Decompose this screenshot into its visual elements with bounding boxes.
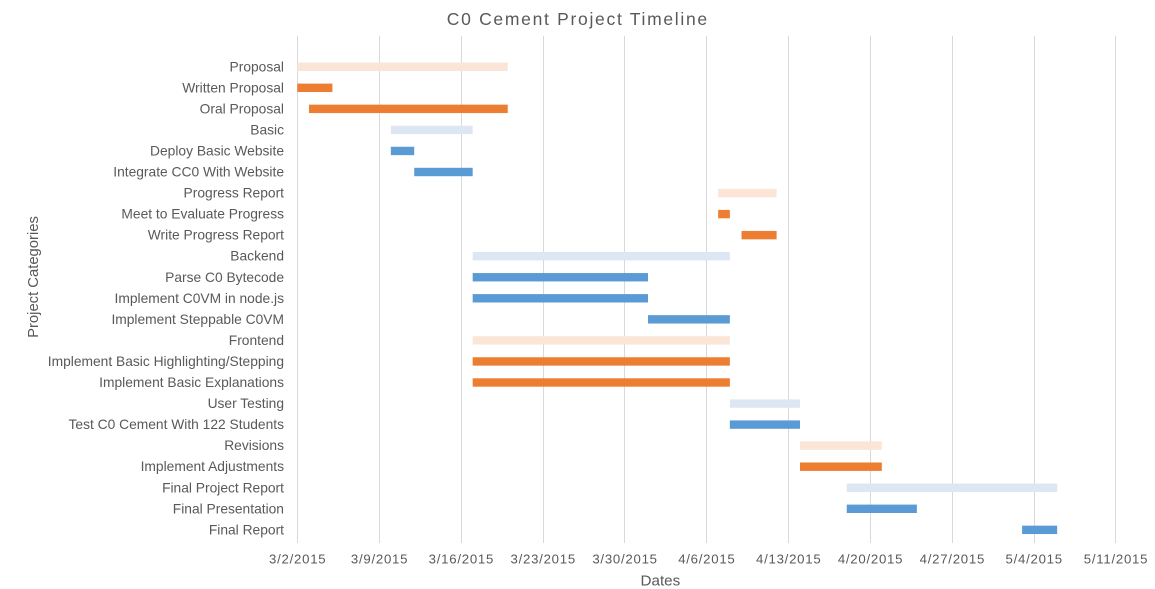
svg-text:5/4/2015: 5/4/2015: [1006, 552, 1063, 567]
svg-text:3/16/2015: 3/16/2015: [429, 552, 494, 567]
svg-text:Frontend: Frontend: [229, 333, 284, 348]
svg-text:Final Project Report: Final Project Report: [162, 480, 284, 495]
svg-text:Meet to Evaluate Progress: Meet to Evaluate Progress: [121, 207, 284, 222]
svg-text:Backend: Backend: [230, 249, 284, 264]
svg-text:4/27/2015: 4/27/2015: [920, 552, 985, 567]
svg-text:Project Categories: Project Categories: [26, 216, 42, 338]
svg-text:Implement Basic Highlighting/S: Implement Basic Highlighting/Stepping: [48, 354, 284, 369]
svg-text:Oral Proposal: Oral Proposal: [200, 101, 284, 116]
svg-text:Final Presentation: Final Presentation: [173, 501, 284, 516]
svg-text:4/6/2015: 4/6/2015: [678, 552, 735, 567]
svg-text:Progress Report: Progress Report: [184, 186, 285, 201]
svg-text:Written Proposal: Written Proposal: [182, 80, 284, 95]
svg-text:3/23/2015: 3/23/2015: [510, 552, 575, 567]
svg-text:3/30/2015: 3/30/2015: [592, 552, 657, 567]
svg-text:Implement C0VM in node.js: Implement C0VM in node.js: [115, 291, 285, 306]
svg-text:Implement Basic Explanations: Implement Basic Explanations: [99, 375, 284, 390]
svg-text:User Testing: User Testing: [208, 396, 284, 411]
svg-text:3/2/2015: 3/2/2015: [269, 552, 326, 567]
svg-text:Deploy Basic Website: Deploy Basic Website: [150, 143, 284, 158]
svg-text:Test C0 Cement With 122 Studen: Test C0 Cement With 122 Students: [69, 417, 285, 432]
svg-text:Dates: Dates: [641, 573, 681, 589]
svg-text:Write Progress Report: Write Progress Report: [148, 228, 284, 243]
svg-text:Basic: Basic: [250, 122, 284, 137]
svg-text:Parse C0 Bytecode: Parse C0 Bytecode: [165, 270, 284, 285]
svg-text:Implement Adjustments: Implement Adjustments: [141, 459, 285, 474]
svg-text:5/11/2015: 5/11/2015: [1084, 552, 1148, 567]
svg-text:4/13/2015: 4/13/2015: [756, 552, 821, 567]
svg-text:Revisions: Revisions: [224, 438, 284, 453]
svg-text:4/20/2015: 4/20/2015: [838, 552, 903, 567]
svg-text:3/9/2015: 3/9/2015: [351, 552, 408, 567]
svg-text:Final Report: Final Report: [209, 522, 284, 537]
svg-text:Proposal: Proposal: [230, 59, 284, 74]
svg-text:Implement Steppable C0VM: Implement Steppable C0VM: [111, 312, 284, 327]
svg-text:Integrate CC0 With Website: Integrate CC0 With Website: [113, 165, 284, 180]
svg-text:C0 Cement Project Timeline: C0 Cement Project Timeline: [447, 9, 709, 29]
